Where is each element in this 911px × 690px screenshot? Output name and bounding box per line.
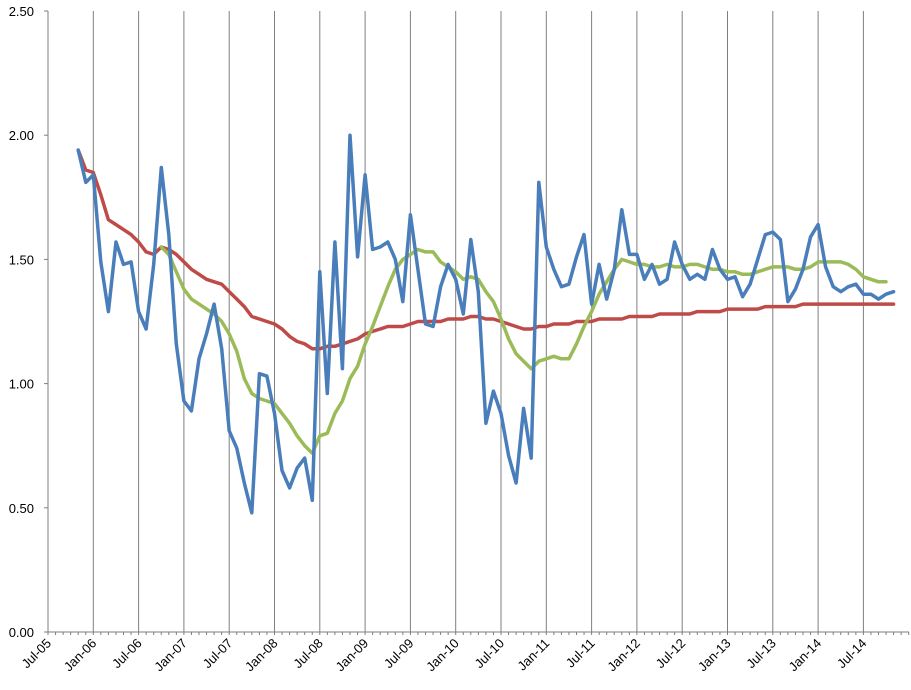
x-tick-label: Jan-06	[61, 636, 100, 675]
y-tick-label: 2.50	[9, 4, 34, 19]
x-tick-label: Jan-11	[514, 636, 552, 674]
x-tick-label: Jul-10	[471, 636, 507, 672]
x-tick-label: Jul-13	[743, 636, 779, 672]
x-tick-label: Jul-14	[834, 636, 870, 672]
x-tick-label: Jul-06	[109, 636, 145, 672]
y-axis: 0.00 0.50 1.00 1.50 2.00 2.50	[9, 4, 49, 640]
x-tick-label: Jul-09	[381, 636, 417, 672]
x-tick-label: Jan-08	[242, 636, 281, 675]
x-tick-label: Jan-07	[151, 636, 190, 675]
y-tick-label: 1.00	[9, 377, 34, 392]
x-tick-label: Jul-05	[18, 636, 54, 672]
y-tick-label: 2.00	[9, 128, 34, 143]
y-tick-label: 0.50	[9, 501, 34, 516]
y-tick-label: 0.00	[9, 625, 34, 640]
series-line-2	[76, 148, 896, 351]
x-tick-label: Jan-09	[333, 636, 372, 675]
x-tick-label: Jan-10	[423, 636, 462, 675]
x-tick-label: Jul-12	[653, 636, 689, 672]
x-tick-label: Jul-11	[563, 636, 598, 671]
x-tick-label: Jul-08	[290, 636, 326, 672]
x-axis: Jul-05 Jan-06 Jul-06 Jan-07 Jul-07 Jan-08 Jul-…	[18, 631, 910, 675]
series-line-3	[159, 245, 888, 455]
series-line-1	[76, 133, 896, 515]
x-tick-label: Jan-12	[604, 636, 643, 675]
x-tick-label: Jul-07	[200, 636, 236, 672]
vertical-gridlines	[92, 11, 864, 632]
series-lines	[76, 133, 896, 515]
x-tick-label: Jan-14	[786, 636, 825, 675]
y-tick-label: 1.50	[9, 252, 34, 267]
x-tick-label: Jan-13	[695, 636, 734, 675]
